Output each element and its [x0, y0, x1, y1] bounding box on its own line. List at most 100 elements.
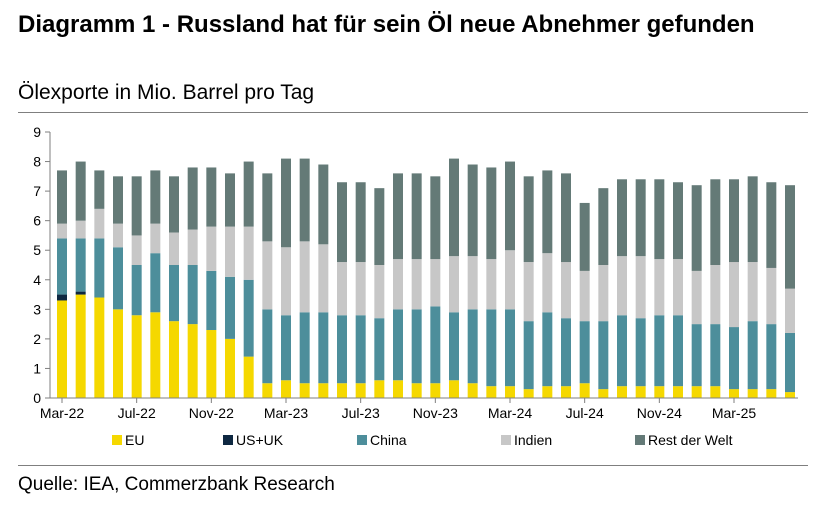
bar-segment-indien-18 — [393, 259, 403, 310]
bar-segment-eu-22 — [467, 383, 478, 398]
bar-segment-indien-24 — [505, 250, 515, 310]
bar-segment-china-18 — [393, 309, 403, 381]
bar-segment-eu-13 — [299, 383, 310, 398]
bar-segment-china-24 — [505, 309, 515, 387]
bar-segment-rest-der-welt-33 — [673, 182, 683, 260]
bar-segment-rest-der-welt-0 — [57, 170, 67, 224]
bar-segment-indien-13 — [299, 241, 310, 313]
bar-segment-china-21 — [449, 312, 459, 381]
bar-segment-rest-der-welt-6 — [169, 176, 179, 233]
bar-segment-china-36 — [729, 327, 739, 390]
bar-segment-china-28 — [579, 321, 590, 384]
bar-segment-rest-der-welt-28 — [579, 202, 590, 271]
bar-segment-rest-der-welt-13 — [299, 158, 310, 242]
bar-segment-rest-der-welt-20 — [430, 176, 441, 260]
bar-segment-rest-der-welt-21 — [449, 158, 459, 257]
y-tick-label-8: 8 — [33, 154, 41, 170]
bar-segment-eu-6 — [169, 321, 179, 398]
bar-segment-china-14 — [318, 312, 329, 384]
bar-segment-indien-6 — [169, 232, 179, 265]
bar-segment-eu-15 — [337, 383, 347, 398]
bar-segment-china-16 — [355, 315, 366, 384]
bar-segment-china-12 — [281, 315, 291, 381]
bar-segment-china-4 — [131, 265, 142, 316]
bar-segment-rest-der-welt-12 — [281, 158, 291, 248]
bar-segment-indien-9 — [225, 226, 235, 277]
y-tick-label-6: 6 — [33, 213, 41, 229]
bar-segment-rest-der-welt-11 — [262, 173, 273, 242]
bar-segment-indien-26 — [542, 253, 553, 313]
bar-segment-china-8 — [206, 270, 217, 331]
bar-segment-indien-5 — [150, 223, 161, 254]
bar-segment-china-15 — [337, 315, 347, 384]
bar-segment-china-10 — [243, 279, 254, 357]
bar-segment-china-39 — [785, 332, 795, 393]
bars-group — [57, 158, 795, 398]
bar-segment-rest-der-welt-25 — [523, 176, 534, 263]
bar-segment-indien-38 — [766, 267, 777, 325]
bar-segment-indien-7 — [187, 229, 198, 265]
legend-label-indien: Indien — [514, 432, 552, 448]
bar-segment-rest-der-welt-3 — [113, 176, 123, 224]
bar-segment-eu-16 — [355, 383, 366, 398]
bar-segment-china-34 — [691, 324, 702, 387]
bar-segment-rest-der-welt-31 — [635, 179, 646, 257]
legend-label-us-uk: US+UK — [236, 432, 284, 448]
bar-segment-eu-35 — [710, 386, 721, 398]
bar-segment-rest-der-welt-19 — [411, 173, 422, 260]
bar-segment-china-7 — [187, 265, 198, 325]
bar-segment-rest-der-welt-27 — [561, 173, 571, 263]
bar-segment-eu-0 — [57, 300, 67, 398]
x-tick-label-nov-23: Nov-23 — [413, 405, 458, 421]
bar-segment-eu-27 — [561, 386, 571, 398]
bar-segment-indien-23 — [486, 259, 497, 310]
bar-segment-eu-38 — [766, 389, 777, 398]
x-tick-label-nov-22: Nov-22 — [189, 405, 234, 421]
y-tick-label-5: 5 — [33, 242, 41, 258]
bar-segment-rest-der-welt-32 — [654, 179, 665, 260]
chart-title: Diagramm 1 - Russland hat für sein Öl ne… — [18, 11, 755, 38]
bar-segment-indien-20 — [430, 259, 441, 307]
bar-segment-eu-7 — [187, 324, 198, 398]
bar-segment-indien-19 — [411, 259, 422, 310]
bar-segment-eu-19 — [411, 383, 422, 398]
bar-segment-indien-16 — [355, 262, 366, 316]
y-tick-label-4: 4 — [33, 272, 41, 288]
bar-segment-china-5 — [150, 253, 161, 313]
source-note: Quelle: IEA, Commerzbank Research — [18, 474, 335, 495]
bar-segment-eu-1 — [75, 294, 86, 398]
bar-segment-indien-37 — [747, 262, 758, 322]
bar-segment-indien-36 — [729, 262, 739, 328]
bar-segment-rest-der-welt-5 — [150, 170, 161, 224]
bar-segment-rest-der-welt-35 — [710, 179, 721, 265]
bar-segment-eu-26 — [542, 386, 553, 398]
x-tick-label-jul-23: Jul-23 — [342, 405, 380, 421]
bar-segment-rest-der-welt-36 — [729, 179, 739, 263]
bar-segment-rest-der-welt-4 — [131, 176, 142, 236]
bar-segment-indien-3 — [113, 223, 123, 248]
bar-segment-rest-der-welt-14 — [318, 164, 329, 245]
bar-segment-rest-der-welt-16 — [355, 182, 366, 263]
bar-segment-indien-35 — [710, 265, 721, 325]
bar-segment-china-29 — [598, 321, 609, 390]
bar-segment-rest-der-welt-37 — [747, 176, 758, 263]
bar-segment-indien-25 — [523, 262, 534, 322]
x-tick-label-jul-24: Jul-24 — [566, 405, 604, 421]
legend-swatch-us-uk — [223, 435, 233, 445]
bar-segment-indien-29 — [598, 265, 609, 322]
bar-segment-eu-10 — [243, 356, 254, 398]
top-rule — [18, 112, 808, 113]
bar-segment-china-33 — [673, 315, 683, 387]
bar-segment-eu-14 — [318, 383, 329, 398]
bar-segment-us-uk-0 — [57, 294, 67, 301]
bar-segment-indien-15 — [337, 262, 347, 316]
bar-segment-eu-20 — [430, 383, 441, 398]
bar-segment-eu-17 — [374, 380, 385, 398]
bar-segment-rest-der-welt-2 — [94, 170, 105, 209]
bar-segment-china-11 — [262, 309, 273, 384]
bar-segment-eu-3 — [113, 309, 123, 398]
bar-segment-china-0 — [57, 238, 67, 295]
legend-swatch-rest-der-welt — [635, 435, 645, 445]
bar-segment-eu-12 — [281, 380, 291, 398]
stacked-bar-chart: 0 1 2 3 4 5 6 7 8 9 Mar-22 Jul-22 Nov-22 Mar-23 Jul-23… — [33, 124, 798, 448]
